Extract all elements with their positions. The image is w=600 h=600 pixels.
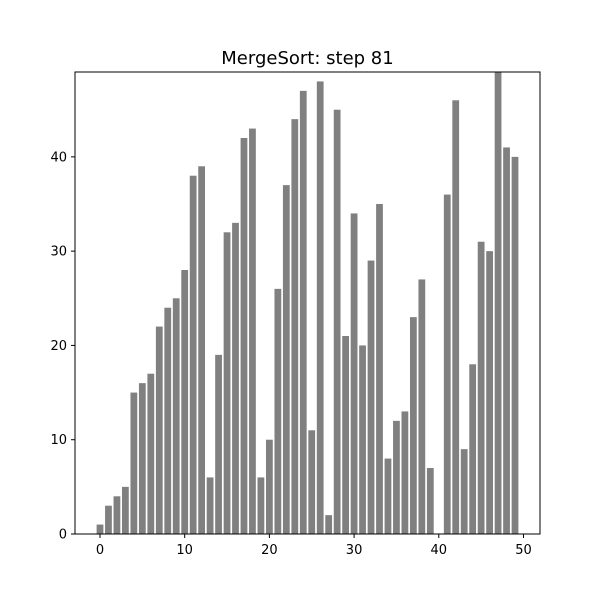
bar-48: [503, 147, 510, 534]
bar-29: [342, 336, 350, 534]
bar-3: [122, 486, 129, 534]
y-axis: 0 10 20 30 40: [50, 150, 75, 543]
bar-33: [376, 204, 383, 534]
bar-26: [316, 81, 324, 534]
chart-title: MergeSort: step 81: [221, 48, 393, 69]
bar-7: [155, 326, 163, 534]
bar-28: [333, 109, 341, 534]
bar-15: [223, 232, 231, 535]
bar-19: [257, 477, 265, 534]
bar-46: [486, 251, 493, 534]
bar-13: [206, 477, 214, 534]
bar-21: [274, 288, 282, 534]
bar-32: [367, 260, 375, 534]
bar-22: [282, 185, 290, 534]
x-axis: 0 10 20 30 40 50: [96, 534, 532, 558]
y-tick-label: 0: [59, 528, 67, 543]
bar-0: [96, 524, 104, 534]
x-tick-label: 40: [431, 543, 448, 558]
x-tick-label: 30: [346, 543, 363, 558]
bar-30: [350, 213, 358, 534]
bar-17: [240, 138, 248, 534]
x-tick-label: 0: [96, 543, 104, 558]
bar-11: [189, 175, 197, 534]
x-tick-label: 20: [261, 543, 278, 558]
bar-9: [172, 298, 180, 534]
bar-42: [452, 100, 460, 535]
bar-6: [147, 373, 155, 534]
bar-1: [105, 505, 112, 534]
bar-5: [138, 383, 146, 534]
bar-27: [325, 515, 333, 534]
bar-14: [215, 354, 222, 534]
bar-23: [291, 119, 299, 535]
x-tick-label: 10: [176, 543, 193, 558]
bar-47: [494, 72, 502, 534]
bar-34: [384, 458, 392, 534]
bar-38: [418, 279, 426, 534]
y-tick-label: 20: [50, 339, 67, 354]
bar-37: [409, 317, 417, 534]
y-tick-label: 40: [50, 150, 67, 165]
bars-group: [96, 72, 519, 535]
bar-49: [511, 156, 519, 534]
bar-8: [164, 307, 172, 534]
bar-24: [299, 90, 307, 534]
bar-44: [469, 364, 477, 534]
bar-45: [477, 241, 485, 534]
plot-frame: [74, 71, 541, 535]
bar-43: [460, 449, 468, 534]
bar-2: [113, 496, 121, 534]
bar-16: [232, 222, 239, 534]
bar-31: [359, 345, 366, 534]
bar-18: [249, 128, 256, 535]
bar-25: [308, 430, 316, 534]
bar-35: [393, 420, 400, 534]
bar-39: [426, 468, 434, 534]
bar-41: [443, 194, 451, 535]
bar-4: [130, 392, 138, 534]
bar-20: [265, 439, 273, 534]
bar-36: [401, 411, 409, 534]
y-tick-label: 30: [50, 245, 67, 260]
bar-10: [181, 270, 189, 534]
bar-12: [198, 166, 206, 535]
x-tick-label: 50: [515, 543, 532, 558]
y-tick-label: 10: [50, 433, 67, 448]
